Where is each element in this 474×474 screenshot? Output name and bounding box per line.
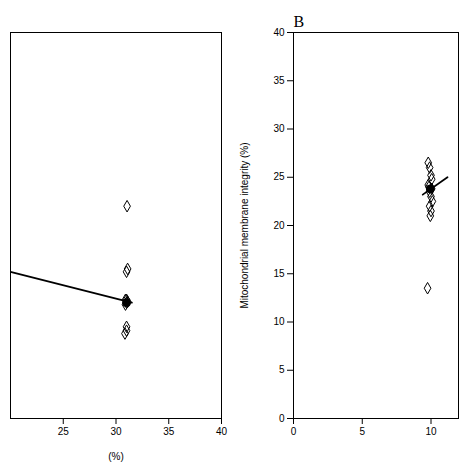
svg-text:25: 25 (273, 171, 285, 182)
svg-text:25: 25 (58, 426, 70, 437)
svg-text:(%): (%) (108, 451, 124, 462)
svg-text:0: 0 (279, 413, 285, 424)
svg-text:35: 35 (163, 426, 175, 437)
svg-text:15: 15 (273, 268, 285, 279)
svg-text:20: 20 (273, 220, 285, 231)
svg-text:Mitochondrial membrane integri: Mitochondrial membrane integrity (%) (239, 142, 250, 308)
svg-text:B: B (294, 13, 305, 30)
svg-text:30: 30 (110, 426, 122, 437)
svg-text:0: 0 (291, 426, 297, 437)
svg-text:40: 40 (216, 426, 228, 437)
svg-text:35: 35 (273, 75, 285, 86)
svg-text:10: 10 (425, 426, 437, 437)
svg-text:5: 5 (279, 364, 285, 375)
svg-text:40: 40 (273, 27, 285, 38)
svg-text:30: 30 (273, 123, 285, 134)
svg-text:10: 10 (273, 316, 285, 327)
svg-text:5: 5 (359, 426, 365, 437)
